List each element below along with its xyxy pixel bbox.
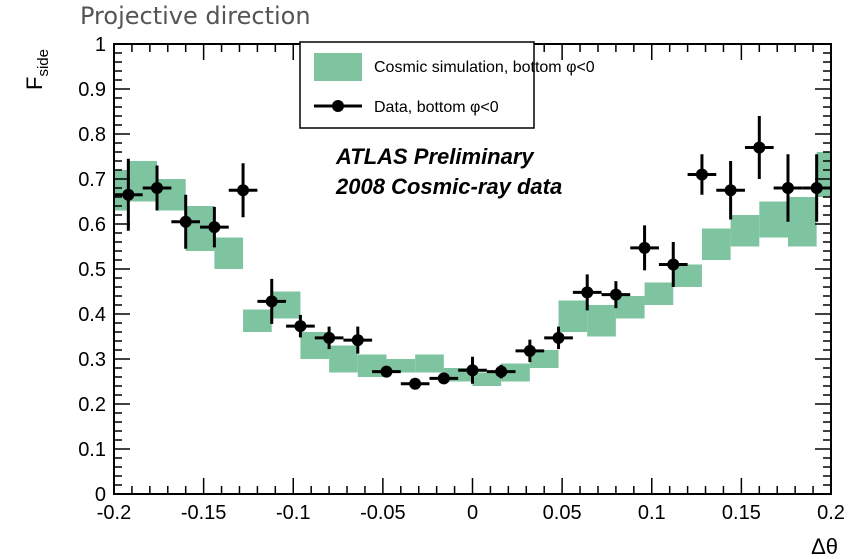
data-point-12 xyxy=(466,364,479,377)
y-tick-label-4: 0.4 xyxy=(78,304,106,326)
data-point-11 xyxy=(437,372,450,385)
x-tick-label-3: -0.05 xyxy=(360,502,406,524)
simulation-band-11 xyxy=(415,354,444,373)
simulation-band-18 xyxy=(615,296,645,319)
y-tick-label-10: 1 xyxy=(95,34,106,56)
legend-swatch-data-marker xyxy=(332,100,344,112)
simulation-band-16 xyxy=(558,300,588,332)
y-tick-label-0: 0 xyxy=(95,484,106,506)
data-point-10 xyxy=(409,377,422,390)
y-axis-title: Fside xyxy=(22,49,52,90)
data-point-19 xyxy=(667,258,680,271)
simulation-band-22 xyxy=(730,215,760,247)
legend: Cosmic simulation, bottom φ<0 Data, bott… xyxy=(299,41,595,129)
y-axis-label-subscript: side xyxy=(35,49,52,77)
data-point-9 xyxy=(380,365,393,378)
data-point-15 xyxy=(552,331,565,344)
simulation-band-5 xyxy=(243,309,272,332)
x-tick-label-8: 0.2 xyxy=(817,502,845,524)
simulation-band-15 xyxy=(529,350,559,368)
annotation-dataset: 2008 Cosmic-ray data xyxy=(335,174,562,199)
data-point-22 xyxy=(753,141,766,154)
y-tick-label-1: 0.1 xyxy=(78,439,106,461)
x-tick-label-7: 0.15 xyxy=(722,502,761,524)
x-tick-label-2: -0.1 xyxy=(276,502,310,524)
y-axis-label: Fside xyxy=(22,49,52,90)
data-point-18 xyxy=(638,241,651,254)
simulation-band-21 xyxy=(701,228,731,260)
simulation-band-24 xyxy=(787,197,817,247)
simulation-band-8 xyxy=(329,345,358,373)
data-point-3 xyxy=(208,221,221,234)
data-points xyxy=(114,116,831,390)
data-point-20 xyxy=(695,168,708,181)
legend-swatch-simulation xyxy=(314,53,362,81)
x-axis-label: Δθ xyxy=(811,534,838,559)
x-tick-label-6: 0.1 xyxy=(638,502,666,524)
simulation-bands xyxy=(114,152,831,386)
data-point-24 xyxy=(810,182,823,194)
data-point-0 xyxy=(122,188,135,201)
data-point-7 xyxy=(323,331,336,344)
data-point-13 xyxy=(495,365,508,378)
simulation-band-4 xyxy=(214,237,244,269)
data-point-17 xyxy=(609,288,622,301)
y-tick-label-2: 0.2 xyxy=(78,394,106,416)
y-tick-label-8: 0.8 xyxy=(78,124,106,146)
simulation-band-13 xyxy=(472,372,502,386)
simulation-band-10 xyxy=(386,359,416,373)
data-point-2 xyxy=(179,215,192,228)
x-tick-label-5: 0.05 xyxy=(543,502,582,524)
page-title: Projective direction xyxy=(80,2,311,30)
simulation-band-23 xyxy=(759,201,788,238)
data-point-16 xyxy=(581,286,594,299)
y-tick-label-3: 0.3 xyxy=(78,349,106,371)
data-point-8 xyxy=(351,334,364,347)
simulation-band-20 xyxy=(673,264,702,287)
simulation-band-0 xyxy=(114,170,129,211)
legend-label-data: Data, bottom φ<0 xyxy=(374,99,499,116)
simulation-band-17 xyxy=(587,305,616,337)
simulation-band-2 xyxy=(157,179,186,211)
data-point-14 xyxy=(523,344,536,357)
data-point-5 xyxy=(265,295,278,308)
data-point-23 xyxy=(781,182,794,194)
data-point-1 xyxy=(151,182,164,194)
x-tick-label-0: -0.2 xyxy=(97,502,131,524)
legend-label-simulation: Cosmic simulation, bottom φ<0 xyxy=(374,59,595,76)
y-tick-label-9: 0.9 xyxy=(78,79,106,101)
y-tick-label-7: 0.7 xyxy=(78,169,106,191)
simulation-band-19 xyxy=(644,282,674,305)
y-tick-label-5: 0.5 xyxy=(78,259,106,281)
y-tick-label-6: 0.6 xyxy=(78,214,106,236)
x-tick-label-1: -0.15 xyxy=(181,502,227,524)
annotation-atlas: ATLAS Preliminary xyxy=(335,144,535,169)
y-axis-ticks: 0 0.1 0.2 0.3 0.4 0.5 0.6 0.7 0.8 0.9 1 xyxy=(78,34,831,506)
data-point-4 xyxy=(237,184,250,197)
data-point-21 xyxy=(724,184,737,197)
x-tick-label-4: 0 xyxy=(467,502,478,524)
data-point-6 xyxy=(294,320,307,333)
x-axis-ticks: -0.2 -0.15 -0.1 -0.05 0 0.05 0.1 0.15 0.2 xyxy=(97,44,845,524)
